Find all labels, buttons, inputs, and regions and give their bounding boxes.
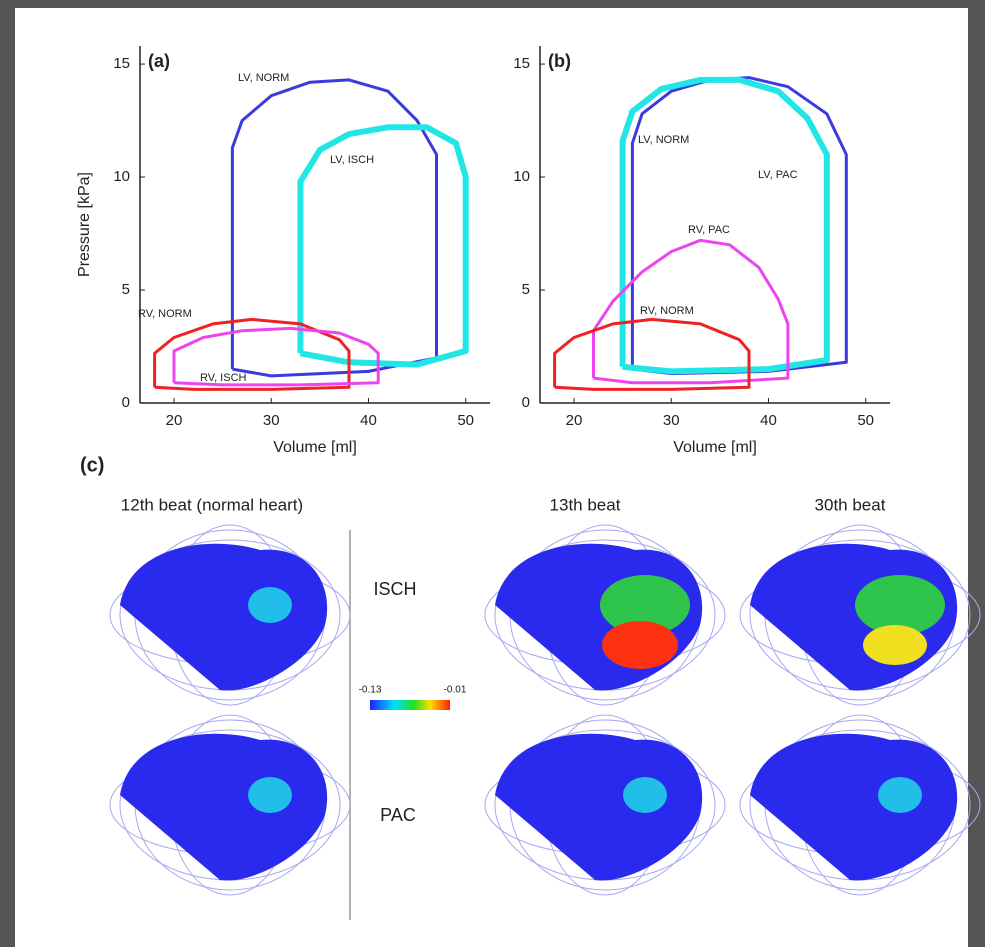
x-tick-label: 30 bbox=[663, 412, 680, 429]
x-axis-label: Volume [ml] bbox=[273, 439, 357, 456]
panel-title: (b) bbox=[548, 51, 571, 71]
colorbar-label: -0.13 bbox=[359, 685, 382, 696]
panel-title: (a) bbox=[148, 51, 170, 71]
y-tick-label: 0 bbox=[122, 394, 130, 411]
colorbar-label: -0.01 bbox=[444, 685, 467, 696]
series-label: RV, PAC bbox=[688, 224, 730, 236]
x-tick-label: 20 bbox=[566, 412, 583, 429]
series-label: LV, PAC bbox=[758, 169, 798, 181]
figure: (c) 12th beat (normal heart) 13th beat 3… bbox=[0, 0, 985, 947]
strain-patch bbox=[248, 777, 292, 813]
strain-patch bbox=[602, 621, 678, 669]
x-tick-label: 50 bbox=[457, 412, 474, 429]
y-tick-label: 10 bbox=[513, 168, 530, 185]
x-tick-label: 40 bbox=[760, 412, 777, 429]
x-axis-label: Volume [ml] bbox=[673, 439, 757, 456]
x-tick-label: 40 bbox=[360, 412, 377, 429]
page: (c) 12th beat (normal heart) 13th beat 3… bbox=[0, 0, 985, 947]
series-label: RV, NORM bbox=[138, 308, 192, 320]
series-label: LV, NORM bbox=[638, 134, 689, 146]
strain-patch bbox=[863, 625, 927, 665]
x-tick-label: 20 bbox=[166, 412, 183, 429]
column-label: 13th beat bbox=[550, 495, 621, 514]
x-tick-label: 30 bbox=[263, 412, 280, 429]
column-label: 12th beat (normal heart) bbox=[121, 495, 303, 514]
column-label: 30th beat bbox=[815, 495, 886, 514]
series-label: LV, NORM bbox=[238, 72, 289, 84]
series-label: RV, NORM bbox=[640, 305, 694, 317]
y-tick-label: 5 bbox=[122, 281, 130, 298]
x-tick-label: 50 bbox=[857, 412, 874, 429]
y-axis-label: Pressure [kPa] bbox=[76, 172, 93, 277]
y-tick-label: 15 bbox=[513, 55, 530, 72]
strain-patch bbox=[878, 777, 922, 813]
y-tick-label: 5 bbox=[522, 281, 530, 298]
series-label: LV, ISCH bbox=[330, 154, 374, 166]
colorbar bbox=[370, 700, 450, 710]
strain-patch bbox=[623, 777, 667, 813]
panel-label: (c) bbox=[80, 454, 104, 476]
y-tick-label: 10 bbox=[113, 168, 130, 185]
row-label: PAC bbox=[380, 805, 416, 825]
series-label: RV, ISCH bbox=[200, 372, 247, 384]
y-tick-label: 15 bbox=[113, 55, 130, 72]
y-tick-label: 0 bbox=[522, 394, 530, 411]
strain-patch bbox=[248, 587, 292, 623]
row-label: ISCH bbox=[373, 579, 416, 599]
